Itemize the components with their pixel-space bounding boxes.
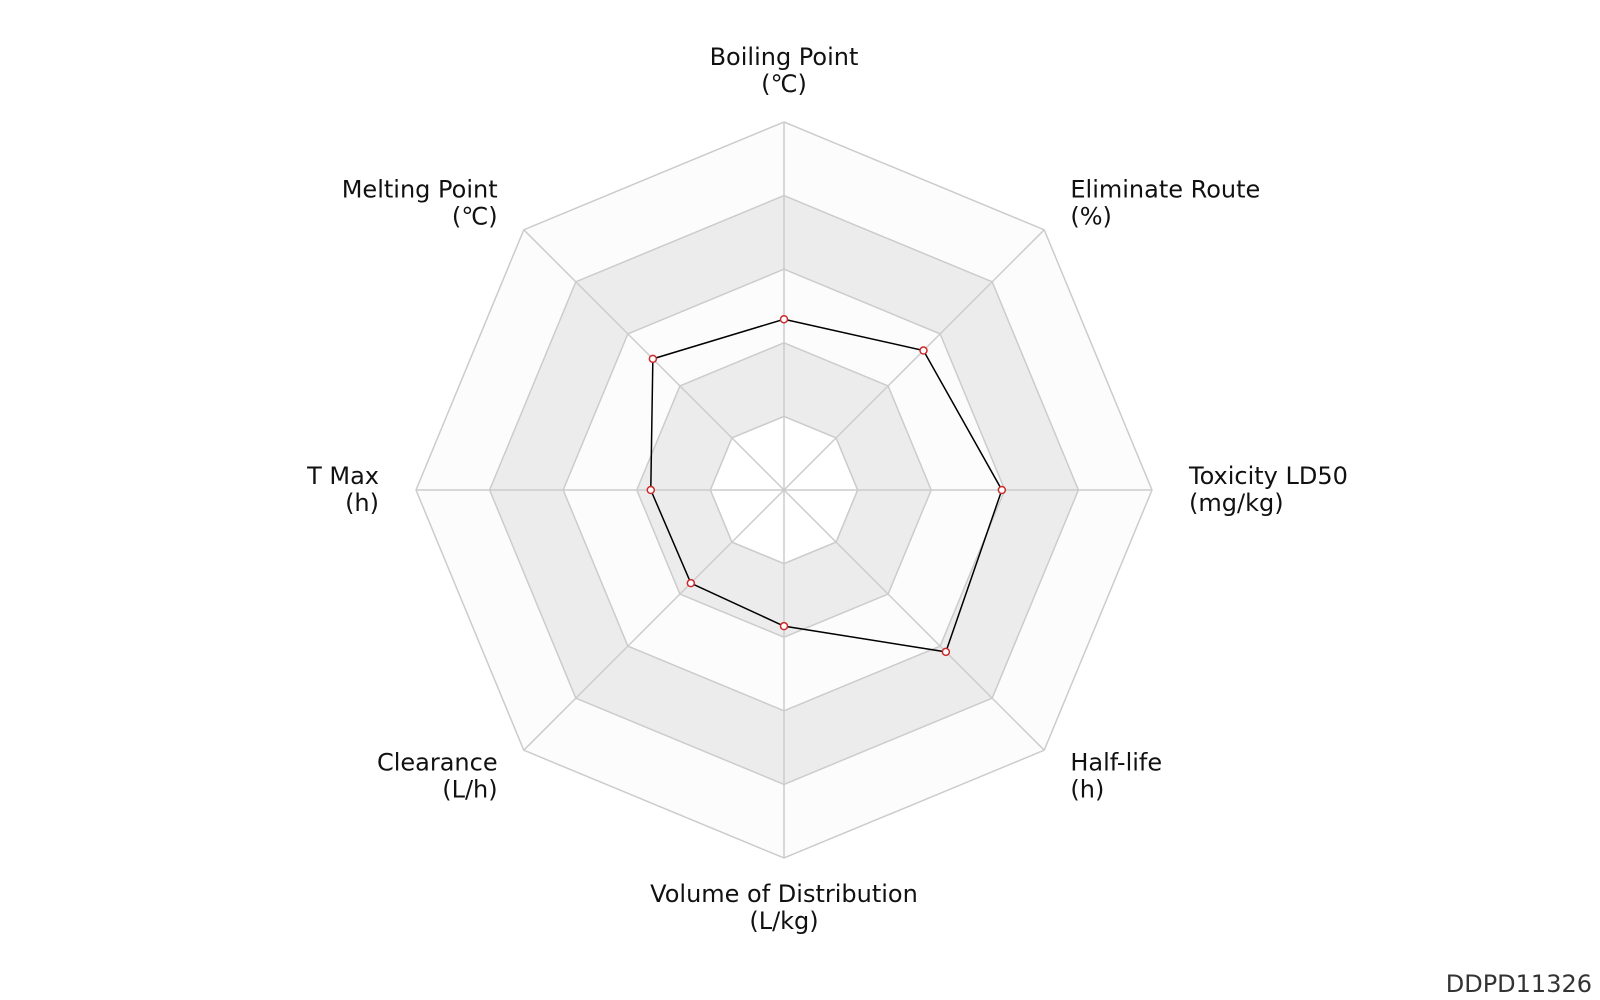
axis-label: Toxicity LD50	[1188, 462, 1348, 490]
spoke	[523, 489, 785, 751]
data-point	[779, 621, 789, 631]
data-point	[919, 346, 928, 355]
axis-unit: (mg/kg)	[1189, 489, 1284, 517]
data-point	[779, 314, 789, 324]
axis-label: T Max	[306, 462, 379, 490]
axis-label: Clearance	[377, 748, 498, 776]
axis-unit: (L/h)	[442, 775, 497, 803]
axis-unit: (℃)	[761, 70, 807, 98]
spoke	[783, 489, 1045, 751]
axis-unit: (℃)	[452, 203, 498, 231]
axis-unit: (L/kg)	[749, 907, 818, 935]
axis-label: Melting Point	[342, 176, 498, 204]
watermark: DDPD11326	[1446, 970, 1592, 998]
axis-label: Eliminate Route	[1070, 176, 1260, 204]
data-point	[646, 485, 656, 495]
axis-label: Volume of Distribution	[650, 880, 918, 908]
data-point	[941, 647, 951, 657]
axis-label: Half-life	[1070, 748, 1162, 776]
axis-unit: (h)	[345, 489, 379, 517]
data-point	[997, 485, 1007, 495]
axis-unit: (%)	[1070, 203, 1112, 231]
spoke	[783, 229, 1045, 491]
data-point	[686, 578, 696, 588]
data-point	[648, 354, 658, 364]
axis-label: Boiling Point	[710, 43, 859, 71]
axis-unit: (h)	[1070, 775, 1104, 803]
